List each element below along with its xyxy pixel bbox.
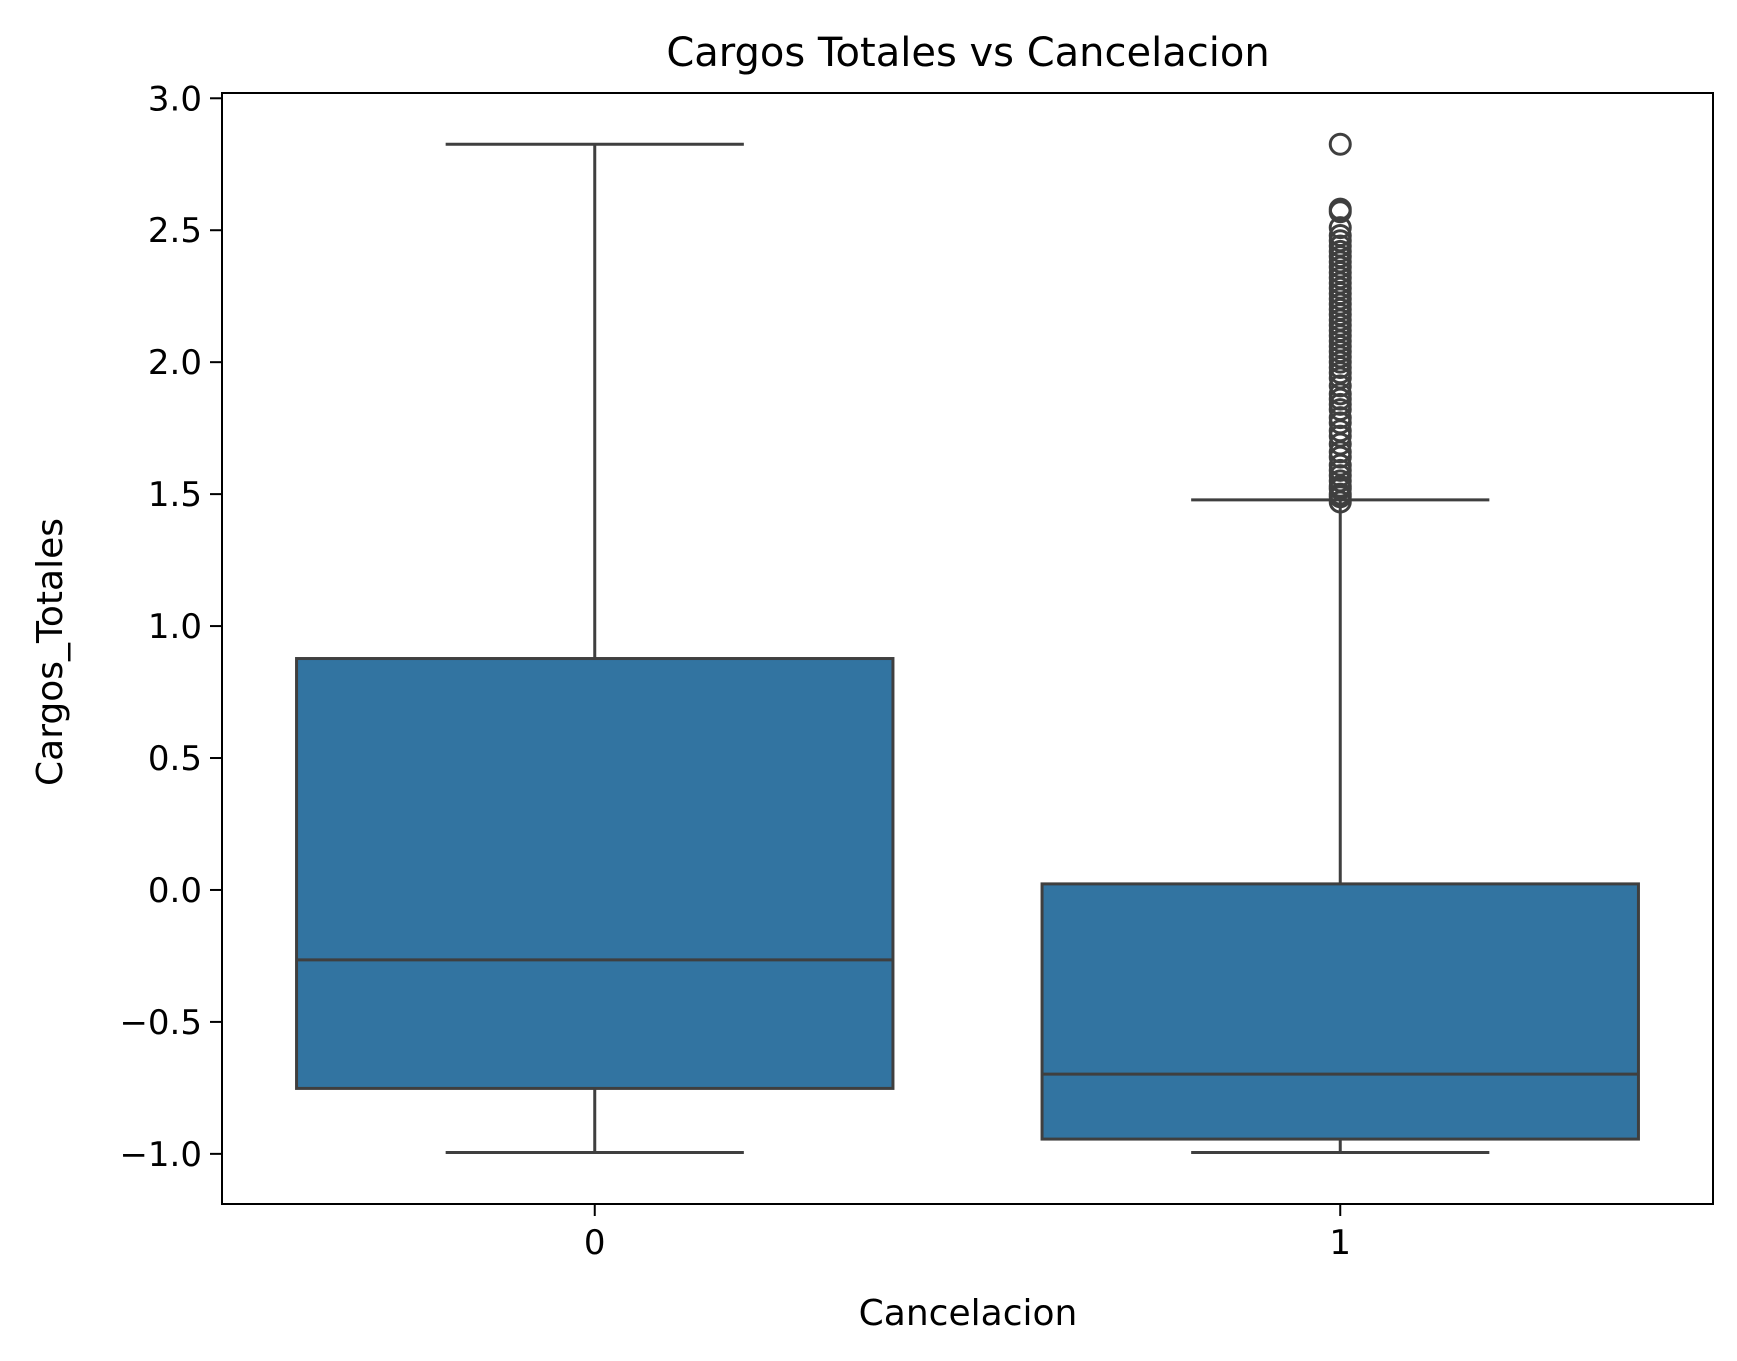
y-tick-label: −0.5 <box>119 1003 202 1043</box>
y-tick-label: 1.5 <box>148 475 202 515</box>
outlier-point <box>1328 216 1352 240</box>
chart-title: Cargos Totales vs Cancelacion <box>666 30 1269 76</box>
outlier-point <box>1328 374 1352 398</box>
y-tick-label: 2.5 <box>148 211 202 251</box>
y-tick-label: 0.0 <box>148 871 202 911</box>
outlier-point <box>1328 197 1352 221</box>
box-group-0 <box>295 142 895 1155</box>
y-tick-label: 2.0 <box>148 343 202 383</box>
y-tick-label: 3.0 <box>148 79 202 119</box>
y-tick-label: −1.0 <box>119 1135 202 1175</box>
iqr-box <box>295 657 895 1090</box>
outlier-point <box>1328 406 1352 430</box>
x-axis-label: Cancelacion <box>859 1293 1078 1334</box>
x-tick-label: 1 <box>1329 1223 1351 1263</box>
plot-area <box>295 132 1640 1155</box>
y-axis: −1.0 −0.5 0.0 0.5 1.0 1.5 2.0 2.5 3.0 <box>119 79 222 1175</box>
iqr-box <box>1040 882 1640 1141</box>
axes-frame <box>221 92 1714 1205</box>
y-axis-label: Cargos_Totales <box>30 518 71 786</box>
box-group-1 <box>1040 132 1640 1155</box>
outlier-point <box>1328 224 1352 248</box>
y-tick-label: 0.5 <box>148 739 202 779</box>
x-tick-label: 0 <box>584 1223 606 1263</box>
y-tick-label: 1.0 <box>148 607 202 647</box>
outlier-point <box>1328 132 1352 156</box>
